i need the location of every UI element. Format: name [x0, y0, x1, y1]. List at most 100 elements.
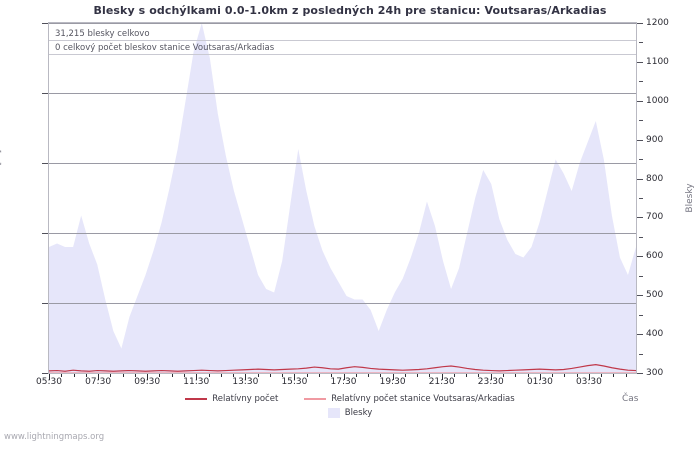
y-axis-right-tick-label: 800 — [646, 173, 664, 184]
x-axis-minor-tick — [527, 374, 529, 377]
x-axis-minor-tick — [282, 374, 284, 377]
x-axis-minor-tick — [183, 374, 185, 377]
x-axis-tick-label: 11:30 — [183, 377, 210, 387]
y-axis-left-tick — [42, 163, 48, 164]
x-axis-minor-tick — [466, 374, 468, 377]
x-axis-minor-tick — [306, 374, 308, 377]
x-axis-minor-tick — [110, 374, 112, 377]
x-axis-minor-tick — [625, 374, 627, 377]
line-series — [49, 365, 636, 372]
y-axis-left-tick — [42, 233, 48, 234]
chart-legend: Relatívny počet Relatívny počet stanice V… — [0, 392, 700, 420]
x-axis-minor-tick — [73, 374, 75, 377]
y-axis-right-minor-tick — [639, 275, 643, 277]
x-axis-minor-tick — [122, 374, 124, 377]
y-axis-right-tick — [637, 139, 643, 141]
x-axis-minor-tick — [159, 374, 161, 377]
y-axis-right-minor-tick — [639, 42, 643, 44]
x-axis-minor-tick — [331, 374, 333, 377]
gridline — [49, 303, 636, 304]
y-axis-right-minor-tick — [639, 81, 643, 83]
x-axis-major-tick — [196, 374, 198, 380]
x-axis-minor-tick — [417, 374, 419, 377]
y-axis-left-tick — [42, 93, 48, 94]
y-axis-right-tick-label: 1000 — [646, 95, 669, 106]
y-axis-right-tick-label: 900 — [646, 134, 664, 145]
x-axis-minor-tick — [134, 374, 136, 377]
x-axis-major-tick — [245, 374, 247, 380]
x-axis-minor-tick — [355, 374, 357, 377]
legend-item[interactable]: Blesky — [327, 408, 372, 418]
x-axis-minor-tick — [552, 374, 554, 377]
y-axis-right-minor-tick — [639, 314, 643, 316]
x-axis-tick-label: 03:30 — [575, 377, 602, 387]
legend-row-secondary: Blesky — [0, 406, 700, 420]
y-axis-right-tick-label: 700 — [646, 212, 664, 223]
x-axis-major-tick — [392, 374, 394, 380]
x-axis-minor-tick — [368, 374, 370, 377]
legend-line-swatch — [185, 398, 208, 400]
series-layer — [49, 23, 636, 373]
x-axis-major-tick — [490, 374, 492, 380]
y-axis-right-tick — [637, 256, 643, 258]
legend-item[interactable]: Relatívny počet — [185, 394, 278, 404]
x-axis-tick-label: 19:30 — [379, 377, 406, 387]
x-axis-title: Čas — [622, 394, 639, 404]
plot-area: 31,215 blesky celkovo 0 celkový počet bl… — [48, 22, 637, 374]
x-axis-minor-tick — [61, 374, 63, 377]
x-axis-major-tick — [539, 374, 541, 380]
y-axis-right-tick-label: 600 — [646, 251, 664, 262]
x-axis-minor-tick — [576, 374, 578, 377]
x-axis-tick-label: 23:30 — [477, 377, 504, 387]
y-axis-right-tick-label: 300 — [646, 368, 664, 378]
x-axis-tick-label: 09:30 — [134, 377, 161, 387]
legend-area-swatch — [327, 408, 340, 418]
y-axis-right-tick — [637, 61, 643, 63]
x-axis-major-tick — [588, 374, 590, 380]
x-axis-minor-tick — [257, 374, 259, 377]
x-axis-major-tick — [294, 374, 296, 380]
x-axis-minor-tick — [613, 374, 615, 377]
x-axis-minor-tick — [515, 374, 517, 377]
annotation-rule-2 — [49, 54, 636, 55]
legend-item[interactable]: Relatívny počet stanice Voutsaras/Arkadi… — [304, 394, 515, 404]
x-axis-minor-tick — [269, 374, 271, 377]
y-axis-right-tick — [637, 373, 643, 374]
x-axis-tick-label: 13:30 — [232, 377, 259, 387]
y-axis-right-tick — [637, 295, 643, 297]
area-series-blesky — [49, 23, 636, 373]
x-axis-minor-tick — [601, 374, 603, 377]
x-axis-major-tick — [49, 374, 50, 380]
y-axis-right-title: Blesky — [685, 183, 695, 213]
x-axis-tick-label: 15:30 — [281, 377, 308, 387]
x-axis-tick-label: 05:30 — [36, 377, 62, 387]
y-axis-right-tick-label: 1100 — [646, 56, 669, 67]
y-axis-right-minor-tick — [639, 236, 643, 238]
x-axis-major-tick — [441, 374, 443, 380]
x-axis-minor-tick — [233, 374, 235, 377]
x-axis-minor-tick — [478, 374, 480, 377]
x-axis-minor-tick — [220, 374, 222, 377]
x-axis-tick-label: 21:30 — [428, 377, 455, 387]
y-axis-left-tick — [42, 23, 48, 24]
x-axis-minor-tick — [85, 374, 87, 377]
x-axis-tick-label: 07:30 — [85, 377, 112, 387]
x-axis-minor-tick — [171, 374, 173, 377]
gridline — [49, 93, 636, 94]
y-axis-right-minor-tick — [639, 353, 643, 355]
y-axis-right-tick-label: 400 — [646, 329, 664, 340]
y-axis-right-tick — [637, 23, 643, 24]
x-axis-tick-label: 17:30 — [330, 377, 357, 387]
x-axis-minor-tick — [429, 374, 431, 377]
legend-item-label: Relatívny počet stanice Voutsaras/Arkadi… — [331, 394, 515, 404]
x-axis-minor-tick — [564, 374, 566, 377]
legend-item-label: Relatívny počet — [212, 394, 279, 404]
page-title: Blesky s odchýlkami 0.0-1.0km z posledný… — [93, 4, 607, 17]
y-axis-right-minor-tick — [639, 198, 643, 199]
x-axis-minor-tick — [503, 374, 505, 377]
annotation-station-strokes: 0 celkový počet bleskov stanice Voutsara… — [55, 43, 275, 53]
y-axis-right-tick — [637, 334, 643, 336]
legend-row-primary: Relatívny počet Relatívny počet stanice V… — [0, 392, 700, 406]
x-axis-minor-tick — [318, 374, 320, 377]
